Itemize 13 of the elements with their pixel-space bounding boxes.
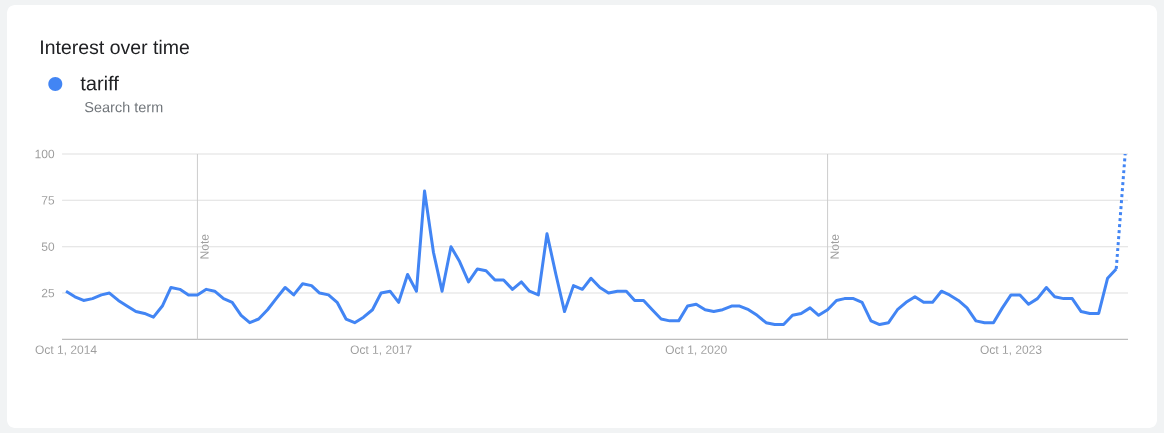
x-tick-label: Oct 1, 2017: [350, 345, 412, 356]
legend-label: tariff: [80, 75, 119, 91]
x-tick-label: Oct 1, 2023: [980, 345, 1042, 356]
text: Search term: [84, 101, 163, 113]
ref-line-label: Note: [830, 234, 839, 259]
chart-title: Interest over time: [41, 39, 189, 55]
x-tick-label: Oct 1, 2020: [665, 345, 727, 356]
y-tick-label: 75: [41, 196, 55, 205]
y-tick-label: 50: [41, 242, 55, 251]
x-tick-label: Oct 1, 2014: [35, 345, 97, 356]
y-tick-label: 25: [41, 288, 55, 298]
y-tick-label: 100: [35, 149, 55, 159]
ref-line-label: Note: [200, 234, 209, 259]
